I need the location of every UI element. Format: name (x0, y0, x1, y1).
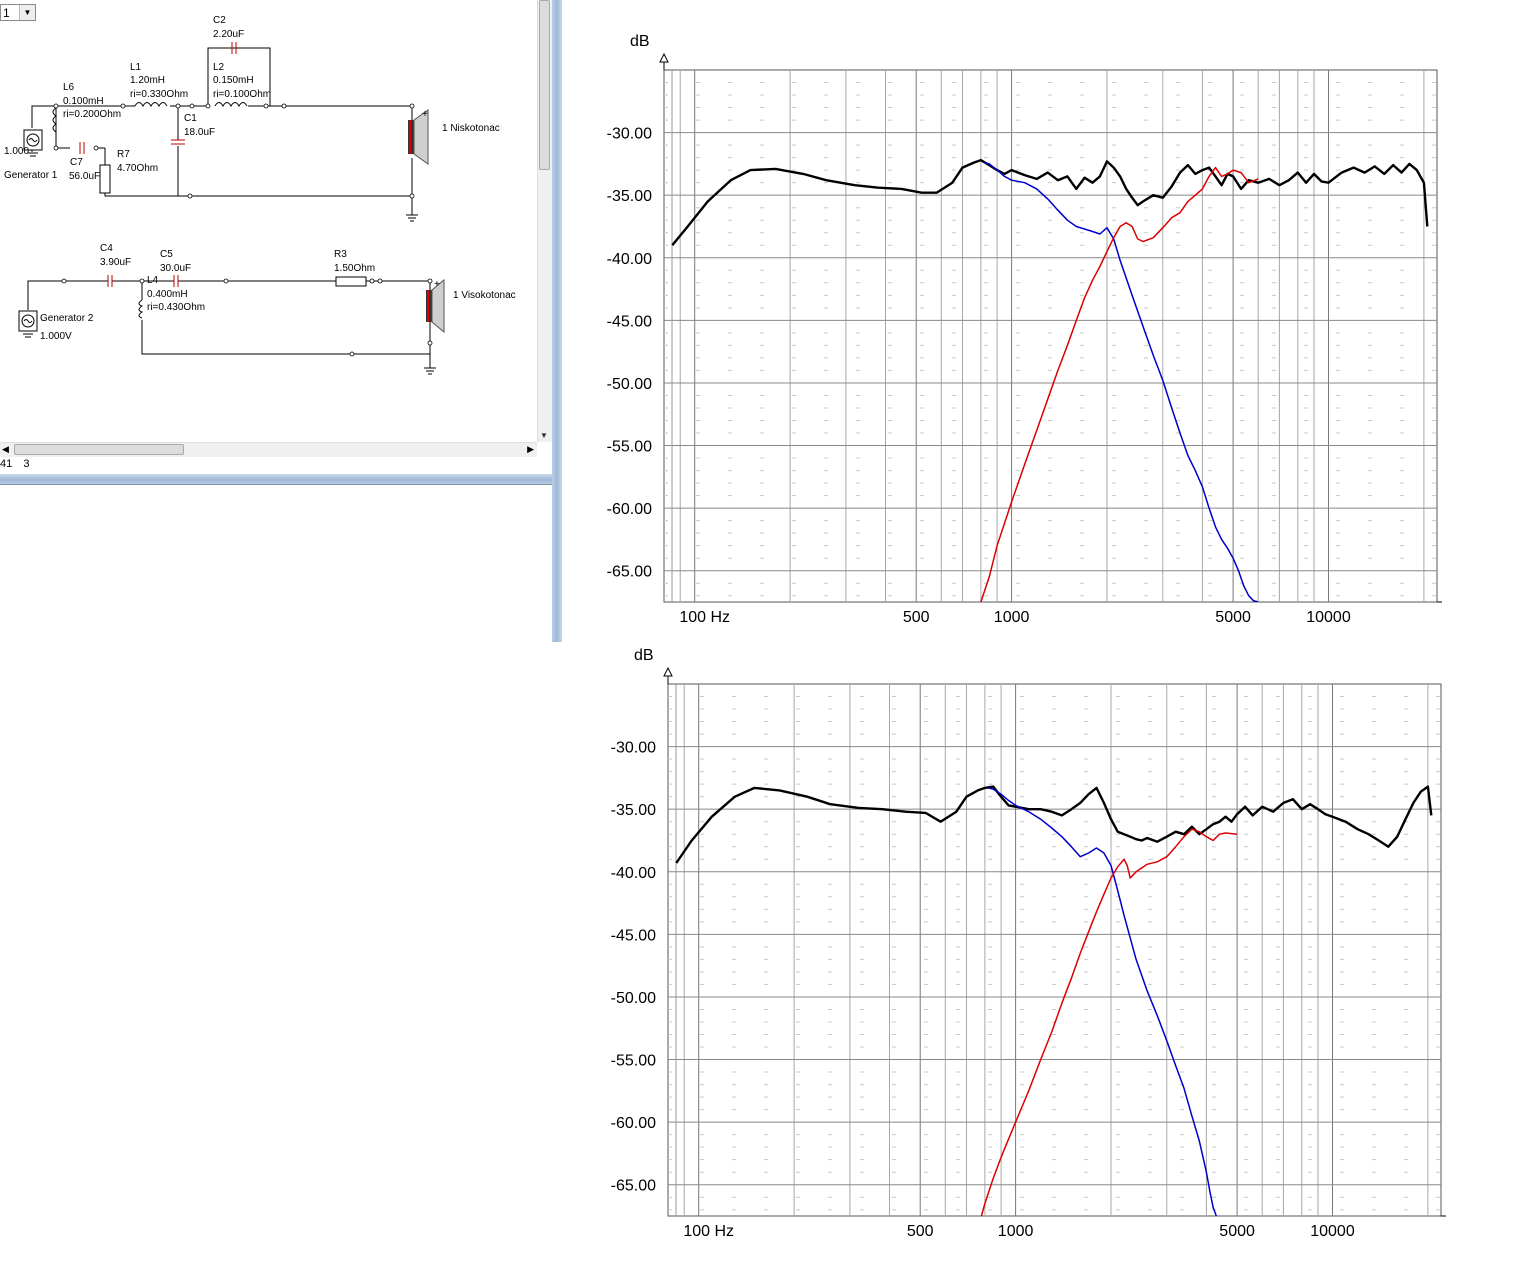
y-axis-arrow-icon (659, 52, 669, 63)
series-line-2 (980, 828, 1238, 1216)
l4-value: 0.400mH (147, 289, 188, 300)
status-bar: 41 3 (0, 458, 37, 470)
x-tick-label: 5000 (1215, 609, 1251, 626)
window-frame[interactable] (552, 0, 562, 642)
c1-name: C1 (184, 113, 197, 124)
x-tick-label: 5000 (1219, 1223, 1255, 1240)
l1-ri: ri=0.330Ohm (130, 89, 188, 100)
c4-value: 3.90uF (100, 257, 131, 268)
x-tick-label: 1000 (998, 1223, 1034, 1240)
y-tick-label: -40.00 (607, 251, 652, 268)
y-tick-label: -65.00 (611, 1178, 656, 1195)
c4-name: C4 (100, 243, 113, 254)
y-axis-label: dB (630, 33, 650, 50)
series-line-0 (675, 785, 1433, 864)
y-tick-label: -65.00 (607, 564, 652, 581)
scroll-right-icon[interactable]: ▶ (527, 444, 534, 454)
gen2-value: 1.000V (40, 331, 72, 342)
vertical-scroll-thumb[interactable] (539, 0, 550, 170)
c2-value: 2.20uF (213, 29, 244, 40)
gen1-value: 1.000 (4, 146, 29, 157)
chevron-down-icon[interactable]: ▼ (19, 5, 35, 20)
c7-value: 56.0uF (69, 171, 100, 182)
page-select-value: 1 (3, 6, 10, 20)
horizontal-scrollbar[interactable]: ◀ ▶ (0, 442, 537, 457)
page-select[interactable]: 1 ▼ (0, 4, 36, 21)
y-tick-label: -30.00 (607, 126, 652, 143)
plot-area (663, 69, 1438, 603)
c2-name: C2 (213, 15, 226, 26)
l2-value: 0.150mH (213, 75, 254, 86)
y-tick-label: -40.00 (611, 865, 656, 882)
x-tick-label: 10000 (1306, 609, 1351, 626)
l2-ri: ri=0.100Ohm (213, 89, 271, 100)
y-axis-arrow-icon (663, 666, 673, 677)
spk1-name: 1 Niskotonac (442, 123, 500, 134)
plot-area (667, 683, 1442, 1217)
series-line-2 (980, 166, 1259, 602)
x-tick-label: 10000 (1310, 1223, 1355, 1240)
vertical-scrollbar[interactable]: ▼ (537, 0, 552, 442)
y-axis-label: dB (634, 647, 654, 664)
x-tick-label: 100 Hz (683, 1223, 734, 1240)
scroll-down-icon[interactable]: ▼ (540, 431, 548, 440)
y-tick-label: -50.00 (607, 376, 652, 393)
r3-name: R3 (334, 249, 347, 260)
l2-name: L2 (213, 62, 225, 73)
r3-value: 1.50Ohm (334, 263, 375, 274)
status-right: 3 (23, 458, 30, 470)
r7-name: R7 (117, 149, 130, 160)
y-tick-label: -30.00 (611, 740, 656, 757)
gen2-name: Generator 2 (40, 313, 94, 324)
status-left: 41 (0, 458, 13, 470)
c5-value: 30.0uF (160, 263, 191, 274)
x-tick-label: 1000 (994, 609, 1030, 626)
series-line-1 (988, 787, 1218, 1216)
spk2-name: 1 Visokotonac (453, 290, 516, 301)
l6-value: 0.100mH (63, 96, 104, 107)
l4-ri: ri=0.430Ohm (147, 302, 205, 313)
frequency-response-chart-bottom: -30.00 -35.00 -40.00 -45.00 -50.00 -55.00 -60.… (611, 647, 1446, 1240)
c5-name: C5 (160, 249, 173, 260)
window-frame[interactable] (0, 474, 552, 485)
l6-name: L6 (63, 82, 75, 93)
y-tick-label: -35.00 (607, 188, 652, 205)
l1-value: 1.20mH (130, 75, 165, 86)
y-tick-label: -55.00 (611, 1053, 656, 1070)
x-tick-label: 500 (907, 1223, 934, 1240)
l4-name: L4 (147, 275, 159, 286)
y-tick-label: -35.00 (611, 802, 656, 819)
c1-value: 18.0uF (184, 127, 215, 138)
y-tick-label: -60.00 (611, 1115, 656, 1132)
speaker-icon: + (426, 278, 445, 334)
c7-name: C7 (70, 157, 83, 168)
y-tick-label: -55.00 (607, 439, 652, 456)
frequency-response-chart-top: -30.00 -35.00 -40.00 -45.00 -50.00 -55.00 -60.… (607, 33, 1442, 626)
r7-value: 4.70Ohm (117, 163, 158, 174)
y-tick-label: -45.00 (607, 313, 652, 330)
x-tick-label: 500 (903, 609, 930, 626)
svg-text:+: + (422, 109, 428, 120)
horizontal-scroll-thumb[interactable] (14, 444, 184, 455)
series-line-1 (984, 161, 1259, 602)
x-tick-label: 100 Hz (679, 609, 730, 626)
y-tick-label: -50.00 (611, 990, 656, 1007)
scroll-left-icon[interactable]: ◀ (2, 444, 9, 454)
y-tick-label: -45.00 (611, 927, 656, 944)
schematic-canvas[interactable]: + + C2 2.20uF L1 1.20mH ri=0.330Ohm L2 0… (0, 0, 537, 442)
l1-name: L1 (130, 62, 142, 73)
series-line-0 (671, 158, 1429, 246)
svg-text:+: + (434, 279, 440, 290)
l6-ri: ri=0.200Ohm (63, 109, 121, 120)
schematic-window: 1 ▼ (0, 0, 552, 484)
y-tick-label: -60.00 (607, 501, 652, 518)
gen1-name: Generator 1 (4, 170, 58, 181)
speaker-icon: + (408, 109, 429, 165)
